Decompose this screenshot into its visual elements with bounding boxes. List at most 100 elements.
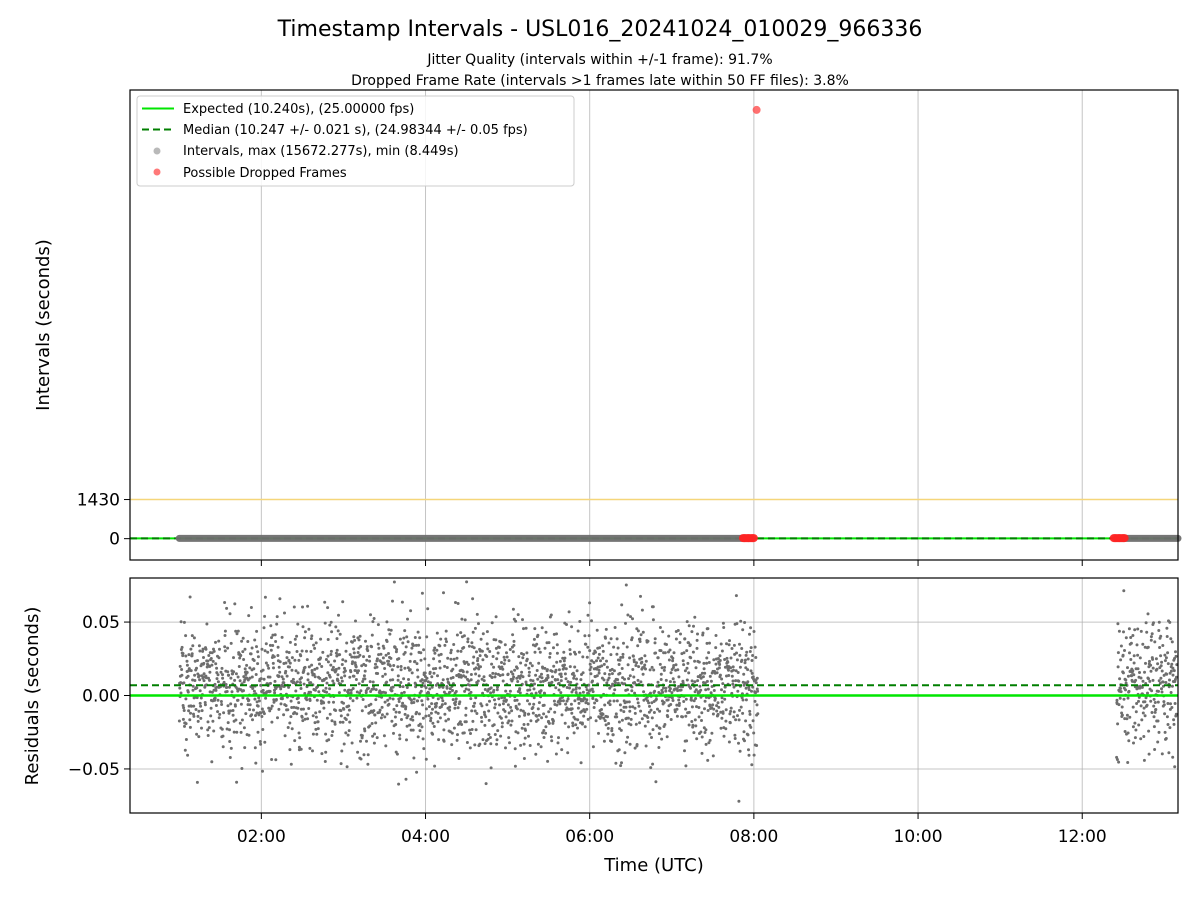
- residual-point: [508, 741, 511, 745]
- residual-point: [362, 753, 366, 757]
- residual-point: [708, 641, 711, 645]
- residual-point: [491, 671, 495, 675]
- residual-point: [600, 708, 603, 711]
- residual-point: [184, 634, 188, 638]
- residual-point: [1149, 635, 1153, 639]
- residual-point: [602, 716, 606, 720]
- residual-point: [359, 757, 363, 761]
- residual-point: [519, 743, 523, 747]
- residual-point: [689, 696, 693, 700]
- residual-point: [355, 690, 359, 694]
- residual-point: [193, 673, 197, 677]
- residual-point: [500, 721, 504, 725]
- residual-point: [609, 637, 613, 641]
- residual-point: [570, 625, 574, 629]
- residual-point: [482, 679, 486, 683]
- residual-point: [1131, 669, 1135, 673]
- residual-point: [469, 678, 473, 682]
- residual-point: [445, 640, 448, 644]
- residual-point: [212, 649, 216, 653]
- residual-point: [228, 728, 231, 732]
- residual-point: [617, 663, 621, 666]
- residual-point: [378, 708, 382, 712]
- residual-point: [363, 669, 367, 673]
- residual-point: [531, 679, 535, 683]
- residual-point: [451, 698, 455, 702]
- residual-point: [1153, 748, 1157, 751]
- residual-point: [489, 766, 493, 770]
- residual-point: [261, 688, 265, 692]
- residual-point: [437, 738, 441, 742]
- residual-point: [1128, 651, 1131, 655]
- residual-point: [1158, 646, 1162, 649]
- residual-point: [621, 652, 625, 656]
- residual-point: [574, 723, 578, 727]
- residual-point: [694, 688, 698, 692]
- residual-point: [1165, 672, 1169, 676]
- residual-point: [715, 709, 719, 713]
- residual-point: [459, 675, 463, 679]
- residual-point: [750, 763, 754, 767]
- residual-point: [465, 741, 469, 744]
- legend-box: [136, 95, 575, 187]
- residual-point: [653, 637, 657, 641]
- residual-point: [209, 714, 213, 718]
- residual-point: [662, 701, 666, 704]
- residual-point: [694, 666, 698, 670]
- residual-point: [427, 663, 431, 667]
- residual-point: [571, 724, 575, 728]
- residual-point: [337, 691, 341, 695]
- residual-point: [253, 746, 257, 750]
- residual-point: [195, 732, 199, 736]
- residual-point: [702, 726, 706, 730]
- residual-point: [270, 704, 274, 708]
- residual-point: [354, 619, 357, 623]
- residual-point: [296, 706, 300, 710]
- residual-point: [699, 688, 703, 692]
- residual-point: [493, 675, 497, 679]
- residual-point: [557, 681, 561, 685]
- residual-point: [412, 701, 416, 704]
- residual-point: [330, 734, 334, 737]
- residual-point: [328, 623, 332, 627]
- residual-point: [331, 730, 335, 734]
- residual-point: [671, 699, 675, 702]
- residual-point: [180, 668, 184, 671]
- residual-point: [1122, 630, 1125, 634]
- residual-point: [212, 647, 215, 651]
- residual-point: [293, 658, 297, 662]
- residual-point: [755, 744, 759, 747]
- residual-point: [670, 696, 674, 700]
- residual-point: [601, 644, 605, 648]
- residual-point: [197, 674, 201, 678]
- residual-point: [563, 656, 567, 660]
- residual-point: [1132, 741, 1135, 745]
- residual-point: [631, 654, 635, 658]
- residual-point: [277, 707, 281, 711]
- residual-point: [391, 697, 395, 701]
- residual-point: [382, 646, 386, 650]
- residual-point: [199, 716, 203, 720]
- residual-point: [313, 721, 317, 725]
- residual-point: [327, 700, 331, 704]
- residual-point: [755, 687, 759, 691]
- residual-point: [519, 661, 523, 665]
- residual-point: [703, 731, 707, 734]
- residual-point: [1152, 715, 1156, 719]
- residual-point: [239, 653, 243, 657]
- residual-point: [371, 620, 375, 624]
- residual-point: [542, 729, 546, 732]
- residual-point: [527, 734, 530, 738]
- residual-point: [1174, 712, 1178, 716]
- residual-point: [746, 668, 750, 672]
- residual-point: [342, 707, 346, 711]
- residual-point: [392, 580, 396, 584]
- residual-point: [415, 662, 419, 666]
- residual-point: [657, 732, 661, 736]
- residual-point: [695, 638, 699, 642]
- residual-point: [716, 701, 720, 705]
- residual-point: [429, 719, 433, 723]
- residual-point: [588, 601, 592, 605]
- residual-point: [451, 667, 455, 671]
- residual-point: [185, 659, 189, 663]
